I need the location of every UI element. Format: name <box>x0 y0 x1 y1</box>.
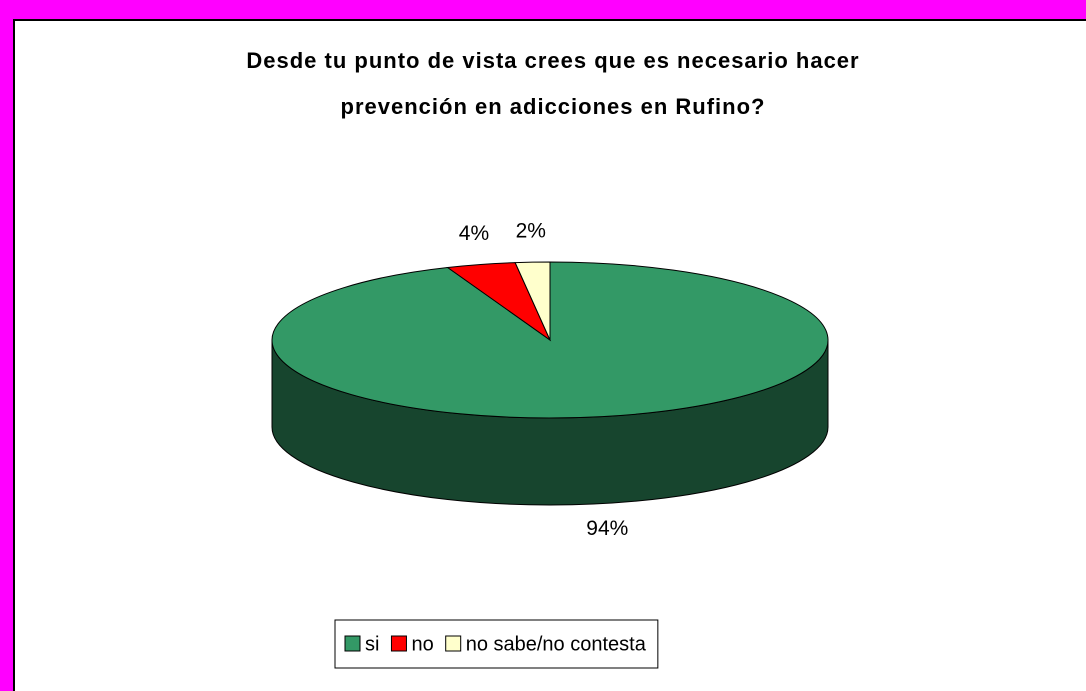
legend-label: si <box>365 633 379 655</box>
chart-title: prevención en adicciones en Rufino? <box>341 94 766 119</box>
legend-swatch <box>445 635 462 652</box>
data-label: 4% <box>459 222 489 245</box>
legend-label: no <box>411 633 433 655</box>
legend-swatch <box>390 635 407 652</box>
legend-label: no sabe/no contesta <box>466 633 647 655</box>
legend <box>334 619 659 669</box>
pie-slice <box>514 261 551 341</box>
data-label: 94% <box>586 517 628 540</box>
legend-swatch <box>344 635 361 652</box>
chart-title: Desde tu punto de vista crees que es nec… <box>246 48 859 73</box>
data-label: 2% <box>516 220 546 243</box>
